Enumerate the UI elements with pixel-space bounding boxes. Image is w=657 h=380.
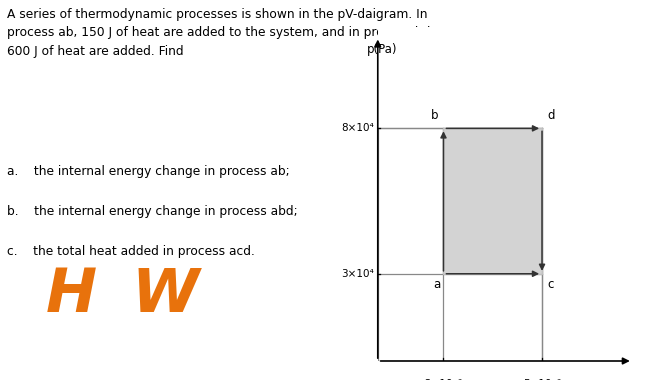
Text: H: H [46, 266, 97, 325]
Text: a.    the internal energy change in process ab;: a. the internal energy change in process… [7, 165, 289, 178]
Text: d: d [547, 109, 555, 122]
Text: A series of thermodynamic processes is shown in the pV-daigram. In
process ab, 1: A series of thermodynamic processes is s… [7, 8, 434, 58]
Text: 2×10⁻³: 2×10⁻³ [424, 379, 463, 380]
Text: p(Pa): p(Pa) [367, 43, 397, 56]
Text: b: b [431, 109, 438, 122]
Text: c: c [547, 278, 553, 291]
Text: W: W [131, 266, 199, 325]
Text: 5×10⁻³: 5×10⁻³ [523, 379, 561, 380]
Text: 3×10⁴: 3×10⁴ [341, 269, 374, 279]
Polygon shape [443, 128, 542, 274]
Text: b.    the internal energy change in process abd;: b. the internal energy change in process… [7, 205, 297, 218]
Text: a: a [433, 278, 440, 291]
Text: 8×10⁴: 8×10⁴ [341, 124, 374, 133]
Text: c.    the total heat added in process acd.: c. the total heat added in process acd. [7, 245, 254, 258]
